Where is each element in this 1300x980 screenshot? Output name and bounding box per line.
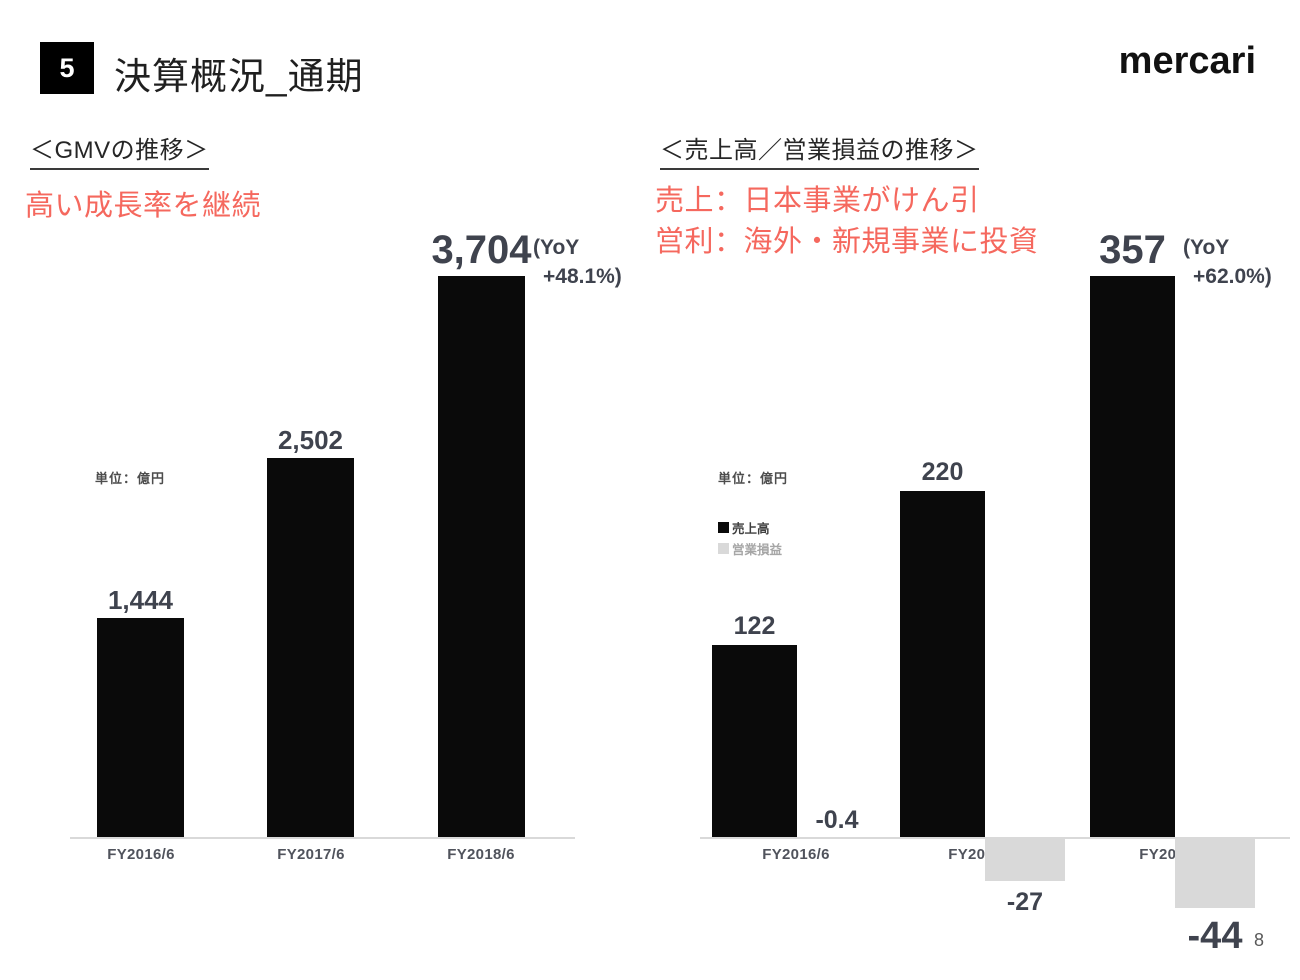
slide-title: 決算概況_通期 xyxy=(114,56,364,97)
revenue-bar-FY2018/6 xyxy=(1090,276,1175,837)
operating-loss-bar-FY2018/6 xyxy=(1175,839,1255,908)
legend-item-operating: 営業損益 xyxy=(718,538,782,559)
revenue-swatch-icon xyxy=(718,522,729,533)
revenue-bar-FY2016/6 xyxy=(712,645,797,837)
gmv-category-label: FY2018/6 xyxy=(447,846,515,863)
gmv-value-label: 1,444 xyxy=(107,585,174,615)
mercari-logo: mercari xyxy=(1118,40,1256,82)
gmv-callout-line: 高い成長率を継続 xyxy=(25,190,262,222)
slide-number-badge: 5 xyxy=(40,42,94,94)
gmv-callout: 高い成長率を継続 xyxy=(25,186,261,227)
operating-loss-value-label: -0.4 xyxy=(815,806,859,834)
operating-loss-value-label: -44 xyxy=(1187,915,1243,957)
gmv-chart-heading: ＜GMVの推移＞ xyxy=(30,130,209,170)
gmv-bar-FY2017/6 xyxy=(267,458,354,837)
revenue-bar-FY2017/6 xyxy=(900,491,985,837)
pl-chart-heading: ＜売上高／営業損益の推移＞ xyxy=(660,130,979,170)
gmv-yoy-note: (YoY +48.1%) xyxy=(533,236,622,288)
pl-callout: 売上：日本事業がけん引 営利：海外・新規事業に投資 xyxy=(655,181,1039,263)
gmv-category-label: FY2017/6 xyxy=(277,846,345,863)
pl-unit-label: 単位：億円 xyxy=(718,471,789,486)
page-number: 8 xyxy=(1254,930,1265,950)
revenue-value-label: 122 xyxy=(733,612,776,640)
gmv-bar-FY2016/6 xyxy=(97,618,184,837)
pl-callout-line-2: 営利：海外・新規事業に投資 xyxy=(655,226,1039,258)
operating-loss-value-label: -27 xyxy=(1006,888,1044,916)
revenue-value-label: 220 xyxy=(921,458,964,486)
gmv-category-label: FY2016/6 xyxy=(107,846,175,863)
pl-category-label: FY2016/6 xyxy=(762,846,830,863)
pl-x-axis xyxy=(700,837,1290,839)
operating-swatch-icon xyxy=(718,543,729,554)
gmv-value-label: 2,502 xyxy=(277,425,344,455)
pl-yoy-note: (YoY +62.0%) xyxy=(1183,236,1272,288)
operating-loss-bar-FY2017/6 xyxy=(985,839,1065,881)
legend-label-revenue: 売上高 xyxy=(732,522,770,536)
pl-callout-line-1: 売上：日本事業がけん引 xyxy=(655,185,980,217)
gmv-x-axis xyxy=(70,837,575,839)
revenue-value-label: 357 xyxy=(1099,228,1166,272)
pl-chart-legend: 売上高 営業損益 xyxy=(718,517,782,559)
legend-item-revenue: 売上高 xyxy=(718,517,782,538)
legend-label-operating: 営業損益 xyxy=(732,543,783,557)
gmv-unit-label: 単位：億円 xyxy=(95,471,166,486)
gmv-value-label: 3,704 xyxy=(431,228,532,272)
gmv-bar-FY2018/6 xyxy=(438,276,525,837)
